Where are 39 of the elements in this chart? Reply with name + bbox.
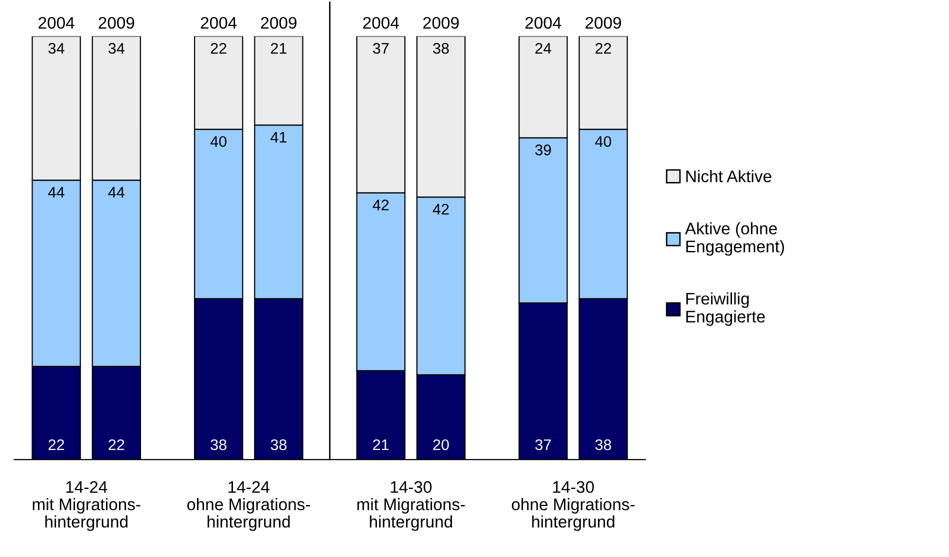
- data-label: 40: [595, 136, 612, 147]
- data-label: 44: [108, 187, 124, 198]
- data-label: 34: [108, 42, 124, 54]
- x-tick-label: 2004: [200, 16, 237, 29]
- x-tick-label: 2009: [423, 16, 459, 29]
- x-tick-label: 2004: [363, 16, 399, 29]
- data-label: 38: [270, 439, 287, 450]
- data-label: 39: [535, 144, 551, 156]
- data-label: 22: [108, 439, 124, 450]
- data-label: 38: [595, 439, 612, 450]
- data-label: 42: [372, 200, 389, 210]
- data-label: 22: [210, 42, 226, 54]
- x-tick-label: 2004: [38, 16, 74, 29]
- data-label: 40: [210, 136, 226, 147]
- legend-label: Aktive (ohne Engagement): [685, 222, 784, 256]
- data-label: 22: [596, 42, 611, 54]
- text: 14-30 mit Migrations- hintergrund: [357, 481, 465, 531]
- data-label: 37: [535, 439, 551, 450]
- data-label: 21: [270, 42, 286, 54]
- data-label: 41: [270, 132, 286, 143]
- x-tick-label: 2009: [260, 16, 296, 29]
- data-label: 44: [48, 187, 64, 198]
- data-label: 21: [373, 439, 389, 450]
- data-label: 20: [433, 439, 449, 450]
- text: 14-24 mit Migrations- hintergrund: [32, 481, 140, 531]
- legend-label: Nicht Aktive: [686, 170, 772, 182]
- text: 14-24 ohne Migrations- hintergrund: [187, 481, 310, 531]
- data-label: 34: [48, 42, 64, 54]
- data-label: 22: [48, 439, 64, 450]
- text: 14-30 ohne Migrations- hintergrund: [512, 481, 635, 531]
- data-label: 38: [210, 439, 226, 450]
- x-tick-label: 2009: [98, 16, 134, 29]
- legend-label: Freiwillig Engagierte: [686, 292, 765, 326]
- data-label: 24: [535, 42, 552, 54]
- data-label: 37: [372, 42, 389, 54]
- x-tick-label: 2009: [586, 16, 621, 29]
- data-label: 42: [432, 204, 449, 214]
- x-tick-label: 2004: [525, 16, 562, 29]
- data-label: 38: [433, 42, 449, 54]
